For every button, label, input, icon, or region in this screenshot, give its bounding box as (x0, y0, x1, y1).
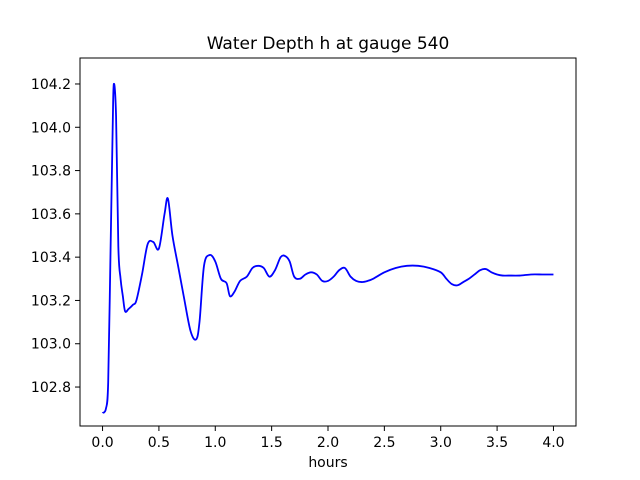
x-tick-label: 4.0 (542, 435, 564, 451)
series-line-0 (101, 82, 554, 414)
x-tick-label: 1.0 (204, 435, 226, 451)
y-tick-label: 103.8 (31, 164, 71, 180)
x-tick-label: 2.5 (373, 435, 395, 451)
x-axis: 0.0 0.5 1.0 1.5 2.0 2.5 3.0 3.5 4.0 (91, 426, 565, 451)
chart-title: Water Depth h at gauge 540 (207, 34, 450, 54)
x-tick-label: 0.0 (91, 435, 113, 451)
x-tick-label: 0.5 (148, 435, 170, 451)
y-axis: 102.8 103.0 103.2 103.4 103.6 103.8 104.0 104.2 (31, 77, 80, 396)
series-layer (101, 82, 554, 414)
x-tick-label: 3.5 (486, 435, 508, 451)
x-tick-label: 2.0 (317, 435, 339, 451)
y-tick-label: 103.4 (31, 250, 71, 266)
y-tick-label: 102.8 (31, 380, 71, 396)
y-tick-label: 103.2 (31, 293, 71, 309)
x-tick-label: 3.0 (430, 435, 452, 451)
x-axis-label: hours (308, 455, 347, 471)
y-tick-label: 104.2 (31, 77, 71, 93)
y-tick-label: 103.0 (31, 337, 71, 353)
y-tick-label: 104.0 (31, 120, 71, 136)
x-tick-label: 1.5 (261, 435, 283, 451)
y-tick-label: 103.6 (31, 207, 71, 223)
